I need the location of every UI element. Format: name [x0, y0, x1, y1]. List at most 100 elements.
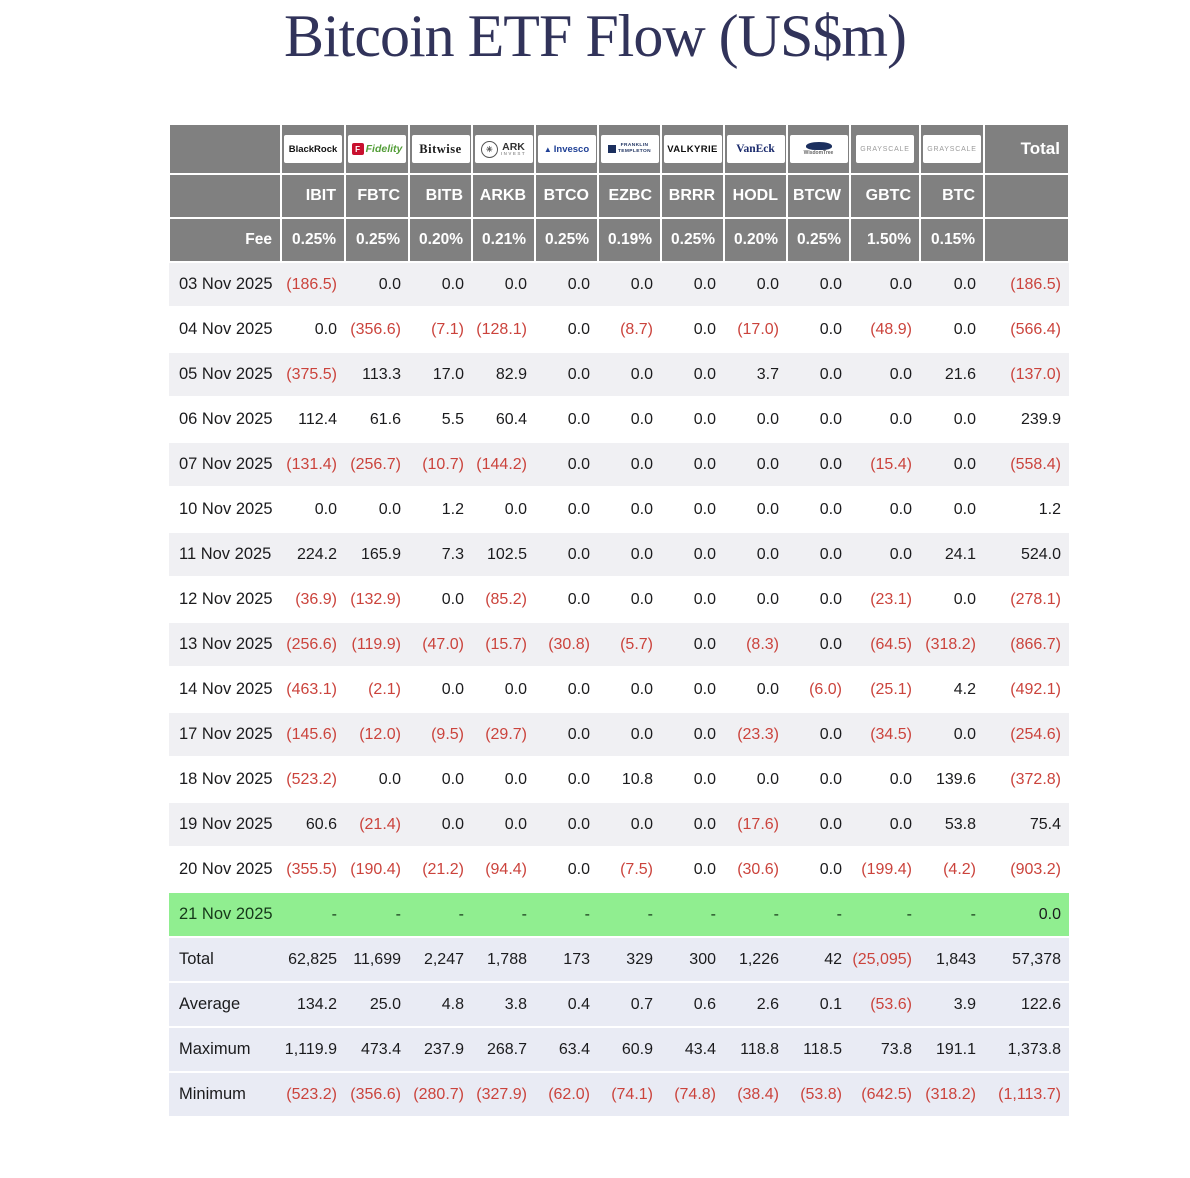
fee-cell: 0.25%: [786, 217, 851, 263]
flow-value-cell: (17.0): [724, 307, 787, 353]
flow-value-cell: 0.0: [724, 667, 787, 713]
flow-value-cell: -: [345, 892, 409, 938]
flow-value-cell: 0.0: [409, 667, 472, 713]
flow-value-cell: (17.6): [724, 802, 787, 848]
flow-value-cell: (2.1): [345, 667, 409, 713]
flow-value-cell: 0.0: [472, 757, 535, 803]
flow-value-cell: 0.0: [281, 487, 345, 533]
logo-row: BlackRock F Fidelity Bitwise ✳ ARK INVEST ▲ Inve…: [168, 123, 1070, 175]
flow-value-cell: 0.0: [409, 757, 472, 803]
row-total-cell: (903.2): [984, 847, 1069, 893]
flow-value-cell: (36.9): [281, 577, 345, 623]
provider-logo-cell: BlackRock: [280, 123, 346, 175]
fee-row: Fee 0.25% 0.25% 0.20% 0.21% 0.25% 0.19% 0.25% 0…: [168, 217, 1070, 263]
summary-value-cell: 42: [787, 937, 850, 983]
flow-value-cell: 0.0: [661, 532, 724, 578]
summary-value-cell: 11,699: [345, 937, 409, 983]
flow-value-cell: 0.0: [661, 757, 724, 803]
row-total-cell: 239.9: [984, 397, 1069, 443]
flow-value-cell: 0.0: [850, 802, 920, 848]
summary-value-cell: 300: [661, 937, 724, 983]
summary-value-cell: (318.2): [920, 1072, 984, 1118]
flow-value-cell: (29.7): [472, 712, 535, 758]
summary-row: Total 62,825 11,699 2,247 1,788 173 329 300 1,22…: [169, 937, 1069, 983]
summary-value-cell: 268.7: [472, 1027, 535, 1073]
flow-value-cell: 0.0: [598, 487, 661, 533]
summary-label-cell: Average: [169, 982, 281, 1028]
flow-value-cell: 0.0: [850, 352, 920, 398]
table-row: 03 Nov 2025 (186.5) 0.0 0.0 0.0 0.0 0.0 0.0 0.0 0…: [169, 262, 1069, 308]
flow-value-cell: 0.0: [535, 307, 598, 353]
date-cell: 13 Nov 2025: [169, 622, 281, 668]
flow-value-cell: 0.0: [787, 712, 850, 758]
summary-value-cell: (25,095): [850, 937, 920, 983]
summary-value-cell: 4.8: [409, 982, 472, 1028]
summary-value-cell: 134.2: [281, 982, 345, 1028]
flow-value-cell: 0.0: [920, 307, 984, 353]
page-title: Bitcoin ETF Flow (US$m): [283, 3, 907, 69]
summary-value-cell: 63.4: [535, 1027, 598, 1073]
summary-row: Minimum (523.2) (356.6) (280.7) (327.9) (62.0…: [169, 1072, 1069, 1118]
flow-value-cell: 0.0: [787, 757, 850, 803]
ticker-cell: BRRR: [660, 173, 725, 219]
flow-value-cell: (23.3): [724, 712, 787, 758]
flow-value-cell: 0.0: [598, 262, 661, 308]
flow-value-cell: (25.1): [850, 667, 920, 713]
flow-value-cell: (144.2): [472, 442, 535, 488]
provider-logo-cell: Bitwise: [408, 123, 473, 175]
flow-value-cell: 0.0: [724, 532, 787, 578]
flow-value-cell: 82.9: [472, 352, 535, 398]
flow-value-cell: 0.0: [472, 487, 535, 533]
flow-value-cell: 0.0: [787, 802, 850, 848]
flow-value-cell: (132.9): [345, 577, 409, 623]
flow-value-cell: 0.0: [345, 757, 409, 803]
row-total-cell: (492.1): [984, 667, 1069, 713]
flow-value-cell: 0.0: [724, 757, 787, 803]
franklin-bench-icon: [607, 145, 616, 153]
date-cell: 04 Nov 2025: [169, 307, 281, 353]
flow-value-cell: (7.5): [598, 847, 661, 893]
row-total-cell: (372.8): [984, 757, 1069, 803]
summary-label-cell: Minimum: [169, 1072, 281, 1118]
flow-value-cell: 17.0: [409, 352, 472, 398]
ticker-cell: BTCW: [786, 173, 851, 219]
provider-logo-cell: FRANKLIN TEMPLETON: [597, 123, 662, 175]
flow-value-cell: 0.0: [472, 262, 535, 308]
flow-value-cell: 0.0: [598, 397, 661, 443]
summary-value-cell: 191.1: [920, 1027, 984, 1073]
date-cell: 20 Nov 2025: [169, 847, 281, 893]
flow-value-cell: (186.5): [281, 262, 345, 308]
flow-value-cell: 0.0: [281, 307, 345, 353]
summary-value-cell: 237.9: [409, 1027, 472, 1073]
row-total-cell: 0.0: [984, 892, 1069, 938]
flow-value-cell: 0.0: [787, 487, 850, 533]
fee-cell: 0.25%: [344, 217, 410, 263]
fee-cell: 0.20%: [408, 217, 473, 263]
flow-value-cell: (131.4): [281, 442, 345, 488]
flow-value-cell: -: [724, 892, 787, 938]
ticker-cell: EZBC: [597, 173, 662, 219]
row-total-cell: (866.7): [984, 622, 1069, 668]
flow-value-cell: (356.6): [345, 307, 409, 353]
flow-value-cell: 0.0: [661, 712, 724, 758]
flow-value-cell: 0.0: [661, 262, 724, 308]
grayscale-logo: GRAYSCALE: [856, 135, 914, 163]
flow-value-cell: 60.4: [472, 397, 535, 443]
flow-value-cell: 0.0: [850, 262, 920, 308]
flow-value-cell: 0.0: [850, 397, 920, 443]
flow-value-cell: 0.0: [661, 847, 724, 893]
flow-value-cell: 0.0: [724, 262, 787, 308]
summary-value-cell: 60.9: [598, 1027, 661, 1073]
summary-total-cell: 122.6: [984, 982, 1069, 1028]
flow-value-cell: 0.0: [535, 847, 598, 893]
flow-value-cell: 0.0: [661, 667, 724, 713]
fee-cell: 0.19%: [597, 217, 662, 263]
flow-value-cell: (5.7): [598, 622, 661, 668]
date-cell: 10 Nov 2025: [169, 487, 281, 533]
total-column-header: Total: [983, 123, 1070, 175]
empty-corner-cell: [168, 123, 282, 175]
table-row: 17 Nov 2025 (145.6) (12.0) (9.5) (29.7) 0.0 0.…: [169, 712, 1069, 758]
flow-value-cell: 0.0: [850, 532, 920, 578]
flow-value-cell: 0.0: [472, 802, 535, 848]
summary-value-cell: 329: [598, 937, 661, 983]
